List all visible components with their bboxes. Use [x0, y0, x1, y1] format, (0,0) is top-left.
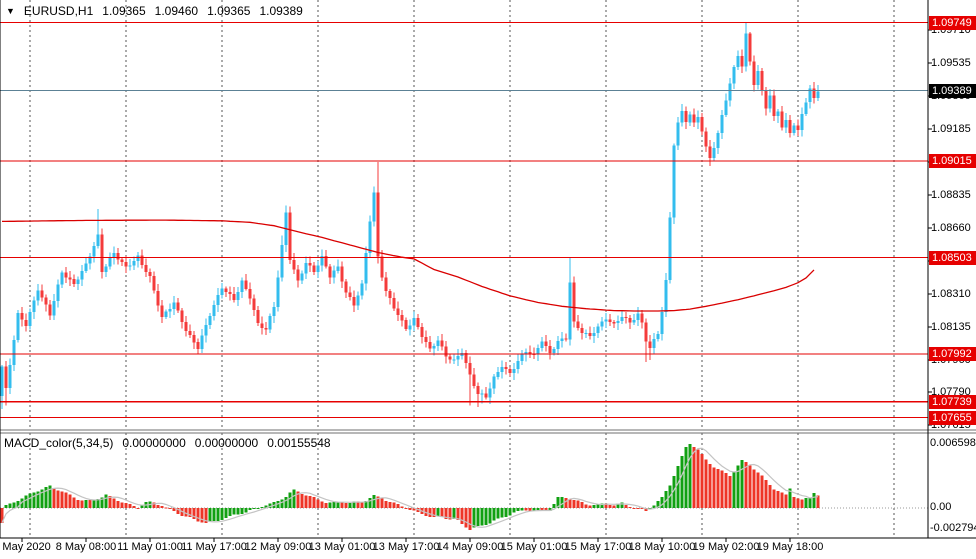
ohlc-open: 1.09365: [102, 4, 146, 18]
time-axis-label: 15 May 01:00: [500, 541, 568, 553]
ohlc-low: 1.09365: [207, 4, 251, 18]
candles-layer: [0, 22, 820, 409]
current-price-tag: 1.09389: [929, 84, 976, 98]
macd-axis-zero: 0.00: [930, 501, 952, 513]
price-axis-label: 1.08660: [931, 222, 971, 234]
macd-signal-line: [1, 447, 819, 528]
time-axis-label: 18 May 10:00: [628, 541, 696, 553]
time-axis-label: 14 May 09:00: [436, 541, 504, 553]
ohlc-high: 1.09460: [154, 4, 199, 18]
level-price-tag[interactable]: 1.08503: [929, 251, 976, 265]
macd-axis-max: 0.0065982: [930, 437, 976, 449]
price-axis-label: 1.08135: [931, 321, 971, 333]
macd-value-1: 0.00000000: [122, 436, 186, 450]
level-price-tag[interactable]: 1.07655: [929, 411, 976, 425]
time-axis-label: 7 May 2020: [0, 541, 51, 553]
ohlc-close: 1.09389: [259, 4, 303, 18]
symbol-marker-icon: ▼: [6, 6, 15, 16]
ma-line[interactable]: [2, 219, 815, 312]
time-axis-label: 13 May 01:00: [308, 541, 376, 553]
macd-indicator-header: MACD_color(5,34,5) 0.00000000 0.00000000…: [4, 436, 340, 450]
level-price-tag[interactable]: 1.09749: [929, 16, 976, 30]
chart-header: ▼ EURUSD,H1 1.09365 1.09460 1.09365 1.09…: [6, 4, 312, 18]
macd-name: MACD_color(5,34,5): [4, 436, 114, 450]
level-price-tag[interactable]: 1.07992: [929, 347, 976, 361]
time-axis-label: 19 May 02:00: [692, 541, 760, 553]
level-price-tag[interactable]: 1.09015: [929, 154, 976, 168]
price-axis-label: 1.08835: [931, 189, 971, 201]
time-axis-label: 11 May 01:00: [117, 541, 183, 553]
time-axis-label: 19 May 18:00: [756, 541, 824, 553]
time-axis-label: 12 May 09:00: [244, 541, 312, 553]
time-axis-label: 13 May 17:00: [372, 541, 440, 553]
price-axis-label: 1.09535: [931, 57, 971, 69]
level-price-tag[interactable]: 1.07739: [929, 395, 976, 409]
macd-axis-min: -0.0027943: [930, 522, 976, 534]
symbol-timeframe: EURUSD,H1: [23, 4, 94, 18]
time-axis-label: 8 May 08:00: [55, 541, 117, 553]
macd-value-2: 0.00000000: [194, 436, 259, 450]
macd-histogram: [0, 443, 820, 531]
time-axis-label: 11 May 17:00: [181, 541, 247, 553]
time-axis-label: 15 May 17:00: [564, 541, 632, 553]
price-axis-label: 1.08310: [931, 288, 971, 300]
macd-value-3: 0.00155548: [267, 436, 331, 450]
price-axis-label: 1.09185: [931, 123, 971, 135]
